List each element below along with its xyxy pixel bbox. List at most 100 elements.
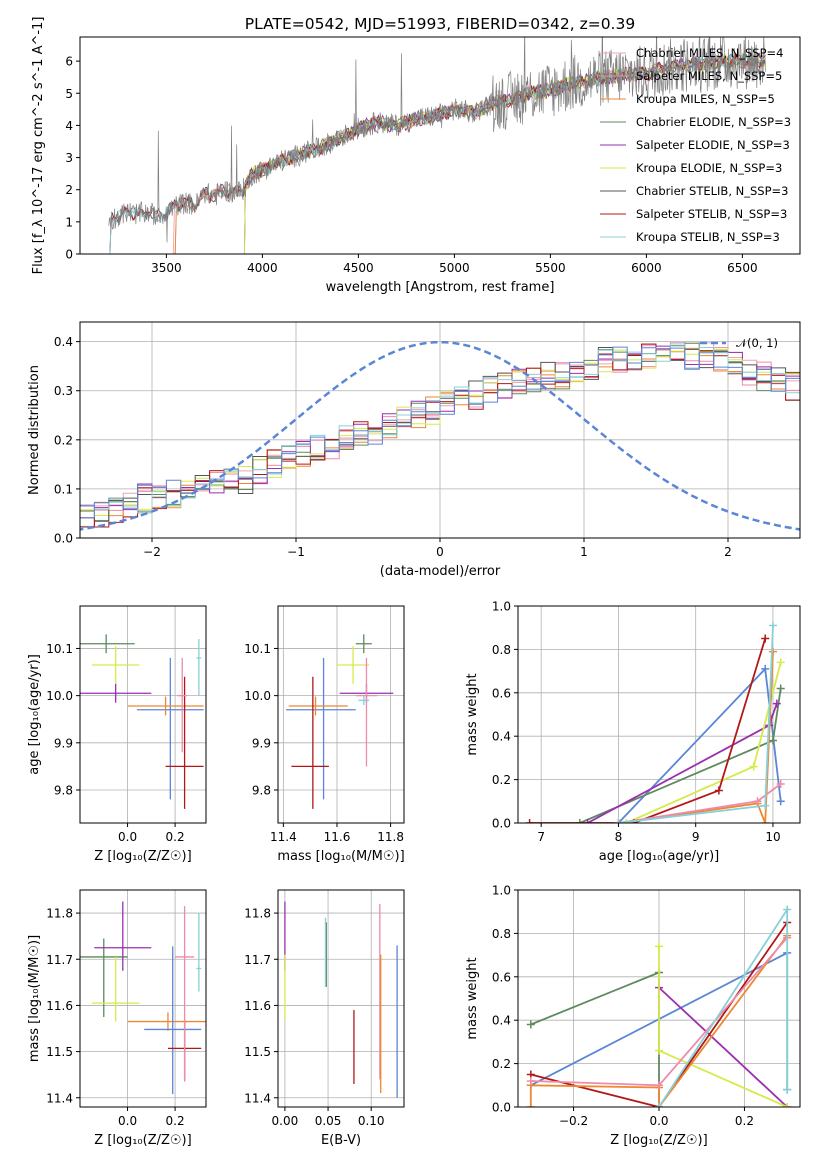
x-tick-label: 5500 [535,261,566,275]
weight-vs-age-panel: 7 8 9 10 0.0 0.2 0.4 0.6 0.8 1.0 age [log₁₀(age/yr… [465,600,801,864]
weight-line [658,946,788,1107]
plot-area [108,37,766,254]
x-tick-label: 0.00 [272,1114,299,1128]
plot-area [284,901,398,1098]
x-tick-label: 11.4 [270,830,297,844]
grid [278,890,404,1107]
weight-marker [761,634,770,643]
x-tick-label: 0.0 [649,1114,668,1128]
y-tick-label: 1.0 [492,884,511,898]
axes-frame [79,889,207,1108]
weight-line [529,638,767,823]
errorbar-point [355,657,378,767]
weight-line [658,986,788,1107]
weight-marker [753,797,762,806]
x-tick-label: 11.6 [324,830,351,844]
model-spectrum-line [108,53,766,254]
y-tick-label: 9.8 [54,783,73,797]
weight-marker [761,801,770,810]
weight-line [618,651,774,823]
mass-vs-metallicity-panel: 0.0 0.2 11.4 11.5 11.6 11.7 11.8 Z [log₁₀(Z/Z☉)… [27,889,207,1148]
axes-frame [277,605,405,824]
y-tick-label: 0.8 [492,643,511,657]
weight-marker [583,819,592,823]
x-tick-label: 0 [436,545,444,559]
y-tick-label: 0.4 [492,1014,511,1028]
weight-vs-metallicity-panel: −0.2 0.0 0.2 0.0 0.2 0.4 0.6 0.8 1.0 Z [log₁₀(Z/Z… [465,884,801,1148]
legend-label: 𝒩(0, 1) [736,336,778,350]
y-axis-label: Normed distribution [27,365,42,495]
plot-area [80,901,206,1095]
x-tick-label: −1 [287,545,305,559]
x-axis-label: Z [log₁₀(Z/Z☉)] [94,849,191,864]
x-tick-label: 0.2 [166,1114,185,1128]
residual-histogram [80,346,800,519]
x-tick-label: −0.2 [559,1114,588,1128]
axes-frame [79,36,801,255]
y-tick-label: 0.4 [54,335,73,349]
weight-marker [776,684,785,693]
x-tick-label: 0.2 [166,830,185,844]
y-tick-label: 5 [65,87,73,101]
y-axis-label: mass weight [465,957,480,1039]
y-tick-label: 1 [65,215,73,229]
residual-histogram [80,343,800,528]
x-tick-label: 0.10 [358,1114,385,1128]
x-tick-label: 9 [692,830,700,844]
grid [80,890,206,1107]
observed-spectrum-line [108,37,766,243]
grid [278,606,404,823]
axes-frame [517,889,801,1108]
errorbar-point [288,696,348,716]
y-tick-label: 0.6 [492,686,511,700]
x-tick-label: 6500 [727,261,758,275]
weight-marker [655,1103,663,1107]
plot-area [525,621,785,823]
figure-title: PLATE=0542, MJD=51993, FIBERID=0342, z=0… [245,15,635,33]
weight-marker [776,658,785,667]
axes-frame [79,605,207,824]
errorbar-point [286,657,356,800]
y-tick-label: 10.1 [46,642,73,656]
legend-label: Chabrier STELIB, N_SSP=3 [636,184,788,198]
weight-marker [655,1081,663,1090]
x-tick-label: 10 [765,830,780,844]
legend-label: Kroupa STELIB, N_SSP=3 [636,230,780,244]
errorbar-point [144,946,202,1095]
errorbar-point [137,657,204,800]
x-tick-label: 0.05 [315,1114,342,1128]
x-tick-label: 0.0 [118,1114,137,1128]
axes-frame [79,321,801,539]
legend-label: Chabrier ELODIE, N_SSP=3 [636,115,791,129]
weight-marker [526,1020,535,1029]
weight-marker [525,819,534,823]
y-tick-label: 4 [65,119,73,133]
x-axis-label: mass [log₁₀(M/M☉)] [277,849,404,864]
weight-marker [768,647,777,656]
weight-marker [622,819,631,823]
x-tick-label: 0.0 [118,830,137,844]
errorbar-point [91,646,140,684]
y-tick-label: 11.8 [244,907,271,921]
weight-marker [749,762,758,771]
y-tick-label: 0 [65,248,73,262]
x-tick-label: 1 [580,545,588,559]
weight-marker [526,1103,535,1107]
weight-marker [526,1076,535,1085]
y-tick-label: 2 [65,183,73,197]
legend-label: Kroupa ELODIE, N_SSP=3 [636,161,782,175]
y-tick-label: 0.3 [54,384,73,398]
errorbar-point [291,676,329,809]
age-vs-metallicity-panel: 0.0 0.2 9.8 9.9 10.0 10.1 Z [log₁₀(Z/Z☉)] age [… [27,605,207,864]
x-axis-label: (data-model)/error [380,564,501,579]
y-tick-label: 11.6 [244,999,271,1013]
y-axis-label: age [log₁₀(age/yr)] [27,654,42,775]
errorbar-point [196,913,202,992]
residual-histogram [80,347,800,528]
y-tick-label: 0.2 [54,433,73,447]
y-tick-label: 0.6 [492,970,511,984]
x-axis-label: E(B-V) [321,1133,361,1148]
x-tick-label: 2 [724,545,732,559]
errorbar-point [127,1012,206,1031]
